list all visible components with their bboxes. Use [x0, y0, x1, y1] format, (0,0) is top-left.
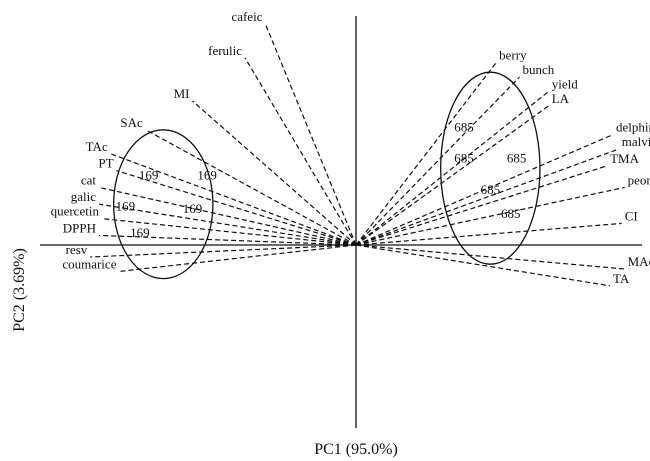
axes [40, 16, 642, 428]
loading-label-CI: CI [625, 208, 638, 223]
score-label: 685 [454, 119, 474, 134]
loading-vector-cafeic [264, 23, 357, 246]
loading-label-peonidin: peonidin [628, 172, 650, 187]
score-label: 685 [501, 206, 521, 221]
score-label: 169 [116, 199, 136, 214]
loading-vector-quercetin [101, 218, 357, 246]
loading-vector-galic [98, 203, 357, 246]
loading-vector-cat [98, 186, 357, 246]
x-axis-title: PC1 (95.0%) [314, 441, 398, 458]
loading-label-bunch: bunch [523, 62, 555, 77]
score-label: 169 [130, 225, 150, 240]
loading-vector-delphinidin [355, 134, 614, 246]
loading-label-quercetin: quercetin [51, 204, 100, 219]
loading-label-cat: cat [81, 172, 97, 187]
loading-vector-TAc [110, 153, 357, 246]
loading-vector-MAc [355, 244, 625, 270]
loading-vector-bunch [355, 76, 520, 246]
loading-vector-TA [355, 244, 611, 287]
loading-label-MAc: MAc [628, 254, 650, 269]
loading-vector-malvidin [355, 148, 620, 246]
loading-vector-TMA [355, 165, 608, 246]
loading-label-galic: galic [71, 189, 96, 204]
score-label: 685 [507, 151, 527, 166]
loading-vector-yield [355, 90, 550, 246]
loading-label-delphinidin: delphinidin [616, 120, 650, 135]
score-label: 169 [183, 201, 203, 216]
loading-vector-berry [355, 62, 497, 246]
loading-vector-PT [116, 170, 357, 246]
loading-vector-peonidin [355, 186, 625, 246]
score-label: 685 [481, 182, 501, 197]
loading-vector-DPPH [99, 234, 357, 246]
group-ellipses [112, 71, 541, 280]
loading-label-ferulic: ferulic [208, 43, 242, 58]
loading-label-malvidin: malvidin [622, 134, 650, 149]
loading-label-MI: MI [174, 86, 190, 101]
loading-vector-ferulic [244, 57, 357, 246]
score-label: 169 [197, 167, 217, 182]
loading-label-resv: resv [66, 242, 88, 257]
group-ellipse-169 [112, 129, 214, 280]
loading-label-PT: PT [98, 156, 113, 171]
loading-vector-resv [90, 244, 357, 258]
loading-label-TA: TA [613, 271, 630, 286]
loading-vector-coumarice [119, 244, 357, 272]
loading-vector-CI [355, 222, 622, 246]
loading-vectors [90, 23, 625, 287]
loading-label-TMA: TMA [610, 151, 640, 166]
loading-label-SAc: SAc [120, 115, 143, 130]
loading-label-TAc: TAc [86, 139, 108, 154]
loading-label-berry: berry [499, 48, 527, 63]
score-label: 169 [139, 167, 159, 182]
score-label: 685 [454, 151, 474, 166]
loading-label-cafeic: cafeic [231, 9, 262, 24]
loading-label-DPPH: DPPH [63, 220, 96, 235]
loading-label-yield: yield [552, 76, 578, 91]
loading-label-coumarice: coumarice [62, 256, 116, 271]
group-ellipse-685 [440, 71, 541, 265]
loading-vector-MI [192, 100, 357, 246]
loading-label-LA: LA [552, 91, 570, 106]
y-axis-title: PC2 (3.69%) [11, 248, 28, 332]
